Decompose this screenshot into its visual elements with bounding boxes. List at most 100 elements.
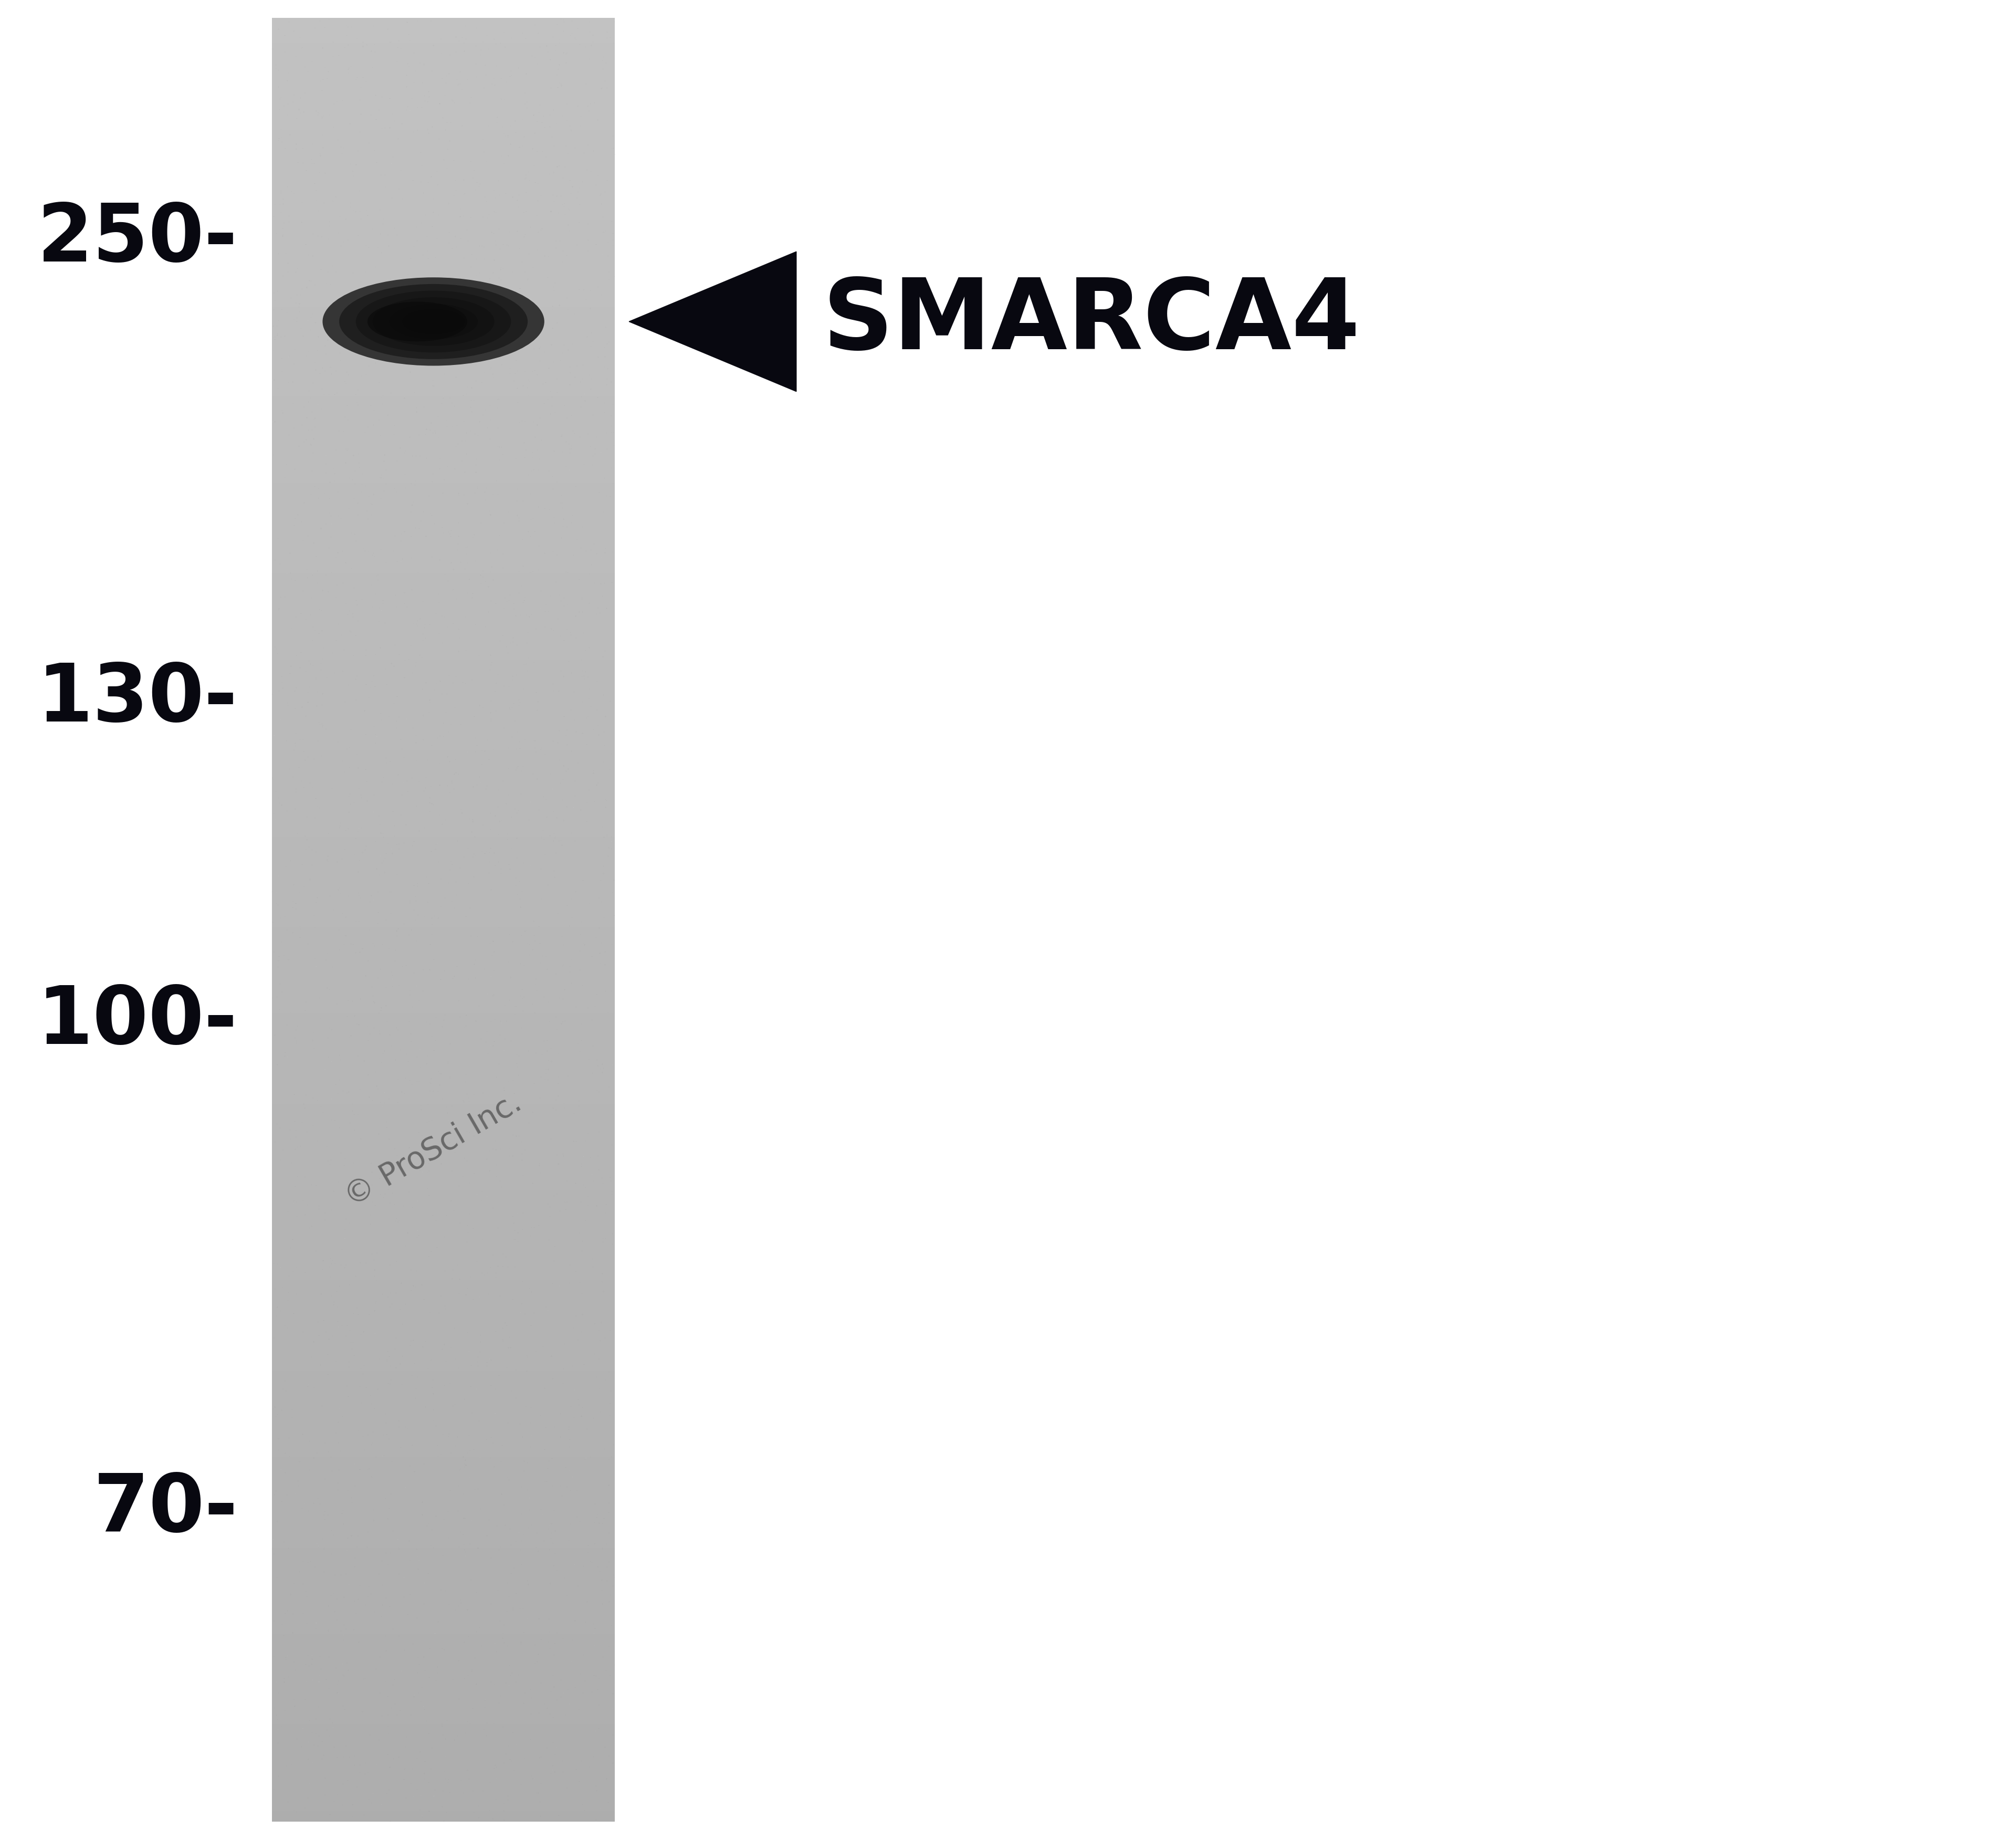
- Bar: [272, 443, 615, 447]
- Bar: [272, 1739, 615, 1742]
- Bar: [272, 1371, 615, 1374]
- Bar: [272, 1682, 615, 1685]
- Bar: [272, 1209, 615, 1213]
- Bar: [272, 180, 615, 184]
- Bar: [272, 679, 615, 683]
- Bar: [272, 491, 615, 495]
- Bar: [272, 664, 615, 668]
- Bar: [272, 1547, 615, 1551]
- Bar: [272, 870, 615, 874]
- Bar: [272, 322, 615, 326]
- Bar: [272, 668, 615, 672]
- Bar: [272, 1713, 615, 1717]
- Bar: [272, 1111, 615, 1115]
- Bar: [272, 736, 615, 740]
- Bar: [272, 1051, 615, 1054]
- Bar: [272, 1334, 615, 1338]
- Bar: [272, 653, 615, 657]
- Bar: [272, 199, 615, 202]
- Bar: [272, 624, 615, 627]
- Bar: [272, 86, 615, 90]
- Bar: [272, 1792, 615, 1796]
- Bar: [272, 120, 615, 123]
- Bar: [272, 40, 615, 44]
- Bar: [272, 999, 615, 1003]
- Bar: [272, 1404, 615, 1408]
- Bar: [272, 1146, 615, 1150]
- Bar: [272, 394, 615, 397]
- Bar: [272, 938, 615, 942]
- Bar: [272, 63, 615, 64]
- Bar: [272, 635, 615, 638]
- Bar: [272, 105, 615, 109]
- Bar: [272, 690, 615, 694]
- Bar: [272, 22, 615, 26]
- Bar: [272, 1555, 615, 1558]
- Bar: [272, 1119, 615, 1122]
- Bar: [272, 613, 615, 616]
- Bar: [272, 423, 615, 425]
- Bar: [272, 79, 615, 83]
- Bar: [272, 729, 615, 732]
- Bar: [272, 1454, 615, 1457]
- Bar: [272, 776, 615, 780]
- Bar: [272, 149, 615, 153]
- Bar: [272, 710, 615, 714]
- Bar: [272, 401, 615, 405]
- Bar: [272, 1529, 615, 1533]
- Bar: [272, 957, 615, 960]
- Bar: [272, 1768, 615, 1772]
- Bar: [272, 1093, 615, 1097]
- Bar: [272, 1126, 615, 1130]
- Bar: [272, 361, 615, 364]
- Bar: [272, 585, 615, 589]
- Bar: [272, 1490, 615, 1494]
- Bar: [272, 210, 615, 213]
- Bar: [272, 1235, 615, 1236]
- Bar: [272, 548, 615, 552]
- Bar: [272, 1450, 615, 1454]
- Bar: [272, 686, 615, 690]
- Bar: [272, 1678, 615, 1682]
- Bar: [272, 863, 615, 867]
- Bar: [272, 769, 615, 773]
- Bar: [272, 1236, 615, 1240]
- Bar: [272, 72, 615, 75]
- Bar: [272, 296, 615, 300]
- Bar: [272, 131, 615, 134]
- Bar: [272, 631, 615, 635]
- Ellipse shape: [367, 302, 468, 342]
- Bar: [272, 245, 615, 248]
- Bar: [272, 1408, 615, 1411]
- Ellipse shape: [403, 309, 464, 335]
- Bar: [272, 1100, 615, 1104]
- Bar: [272, 1691, 615, 1695]
- Bar: [272, 191, 615, 195]
- Bar: [272, 762, 615, 765]
- Bar: [272, 1227, 615, 1231]
- Bar: [272, 1781, 615, 1785]
- Bar: [272, 924, 615, 927]
- Bar: [272, 1742, 615, 1746]
- Bar: [272, 657, 615, 661]
- Bar: [272, 867, 615, 870]
- Bar: [272, 935, 615, 938]
- Bar: [272, 765, 615, 769]
- Bar: [272, 1108, 615, 1111]
- Bar: [272, 1078, 615, 1082]
- Bar: [272, 1018, 615, 1021]
- Bar: [272, 1706, 615, 1709]
- Bar: [272, 1717, 615, 1720]
- Bar: [272, 1785, 615, 1788]
- Bar: [272, 1330, 615, 1334]
- Bar: [272, 1205, 615, 1209]
- Bar: [272, 1702, 615, 1706]
- Bar: [272, 1378, 615, 1382]
- Bar: [272, 158, 615, 162]
- Bar: [272, 1627, 615, 1630]
- Bar: [272, 1728, 615, 1731]
- Bar: [272, 1386, 615, 1389]
- Bar: [272, 386, 615, 390]
- Bar: [272, 162, 615, 166]
- Bar: [272, 469, 615, 473]
